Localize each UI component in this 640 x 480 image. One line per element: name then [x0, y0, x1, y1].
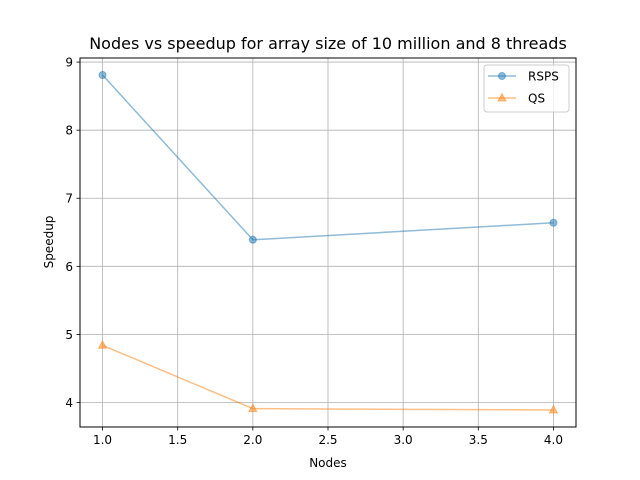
x-tick-label: 2.5	[318, 433, 337, 447]
chart-title: Nodes vs speedup for array size of 10 mi…	[89, 34, 567, 53]
y-axis-label: Speedup	[42, 216, 56, 269]
x-axis-label: Nodes	[309, 456, 347, 470]
x-tick-label: 3.0	[394, 433, 413, 447]
legend-marker	[498, 72, 506, 80]
data-point	[248, 235, 257, 244]
y-tick-label: 7	[65, 192, 73, 206]
x-tick-label: 1.5	[168, 433, 187, 447]
y-tick-label: 5	[65, 328, 73, 342]
data-point	[549, 218, 558, 227]
y-tick-label: 4	[65, 396, 73, 410]
legend-item: RSPS	[488, 70, 559, 84]
legend-marker	[497, 92, 507, 102]
series-layer	[97, 71, 559, 414]
y-axis: 4 5 6 7 8 9	[65, 56, 80, 410]
y-tick-label: 9	[65, 56, 73, 70]
x-tick-label: 4.0	[544, 433, 563, 447]
series-qs	[97, 339, 559, 414]
legend-item: QS	[488, 92, 545, 106]
y-tick-label: 6	[65, 260, 73, 274]
legend-label: QS	[528, 92, 545, 106]
x-tick-label: 3.5	[469, 433, 488, 447]
x-tick-label: 1.0	[93, 433, 112, 447]
series-rsps	[98, 71, 558, 244]
y-tick-label: 8	[65, 124, 73, 138]
x-axis: 1.0 1.5 2.0 2.5 3.0 3.5 4.0	[93, 427, 563, 447]
data-point	[97, 339, 108, 349]
data-point	[548, 404, 559, 414]
x-tick-label: 2.0	[243, 433, 262, 447]
legend: RSPS QS	[483, 64, 570, 113]
data-point	[248, 403, 258, 413]
legend-label: RSPS	[528, 70, 559, 84]
data-point	[98, 71, 107, 80]
